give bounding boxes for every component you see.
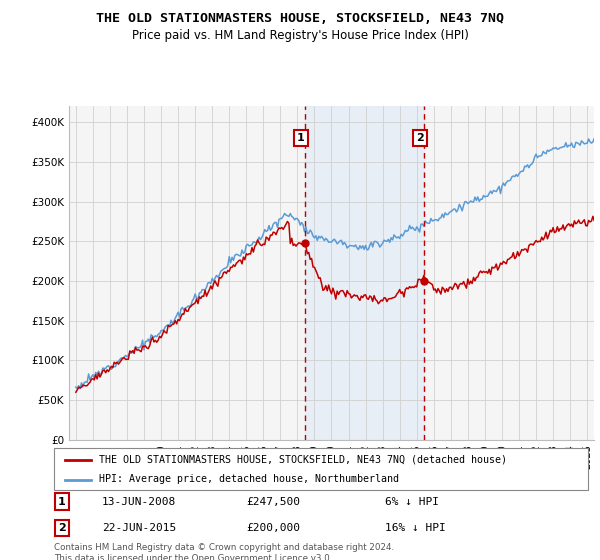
Text: 16% ↓ HPI: 16% ↓ HPI bbox=[385, 523, 446, 533]
Text: Contains HM Land Registry data © Crown copyright and database right 2024.
This d: Contains HM Land Registry data © Crown c… bbox=[54, 543, 394, 560]
Text: 13-JUN-2008: 13-JUN-2008 bbox=[102, 497, 176, 507]
Bar bbox=[305, 106, 424, 440]
Text: 22-JUN-2015: 22-JUN-2015 bbox=[102, 523, 176, 533]
Text: £200,000: £200,000 bbox=[246, 523, 300, 533]
Text: 2: 2 bbox=[58, 523, 66, 533]
Text: Price paid vs. HM Land Registry's House Price Index (HPI): Price paid vs. HM Land Registry's House … bbox=[131, 29, 469, 42]
FancyBboxPatch shape bbox=[54, 448, 588, 490]
Text: THE OLD STATIONMASTERS HOUSE, STOCKSFIELD, NE43 7NQ: THE OLD STATIONMASTERS HOUSE, STOCKSFIEL… bbox=[96, 12, 504, 25]
Text: 1: 1 bbox=[297, 133, 305, 143]
Text: THE OLD STATIONMASTERS HOUSE, STOCKSFIELD, NE43 7NQ (detached house): THE OLD STATIONMASTERS HOUSE, STOCKSFIEL… bbox=[100, 455, 508, 465]
Text: 1: 1 bbox=[58, 497, 66, 507]
Text: 2: 2 bbox=[416, 133, 424, 143]
Text: 6% ↓ HPI: 6% ↓ HPI bbox=[385, 497, 439, 507]
Text: £247,500: £247,500 bbox=[246, 497, 300, 507]
Text: HPI: Average price, detached house, Northumberland: HPI: Average price, detached house, Nort… bbox=[100, 474, 400, 484]
